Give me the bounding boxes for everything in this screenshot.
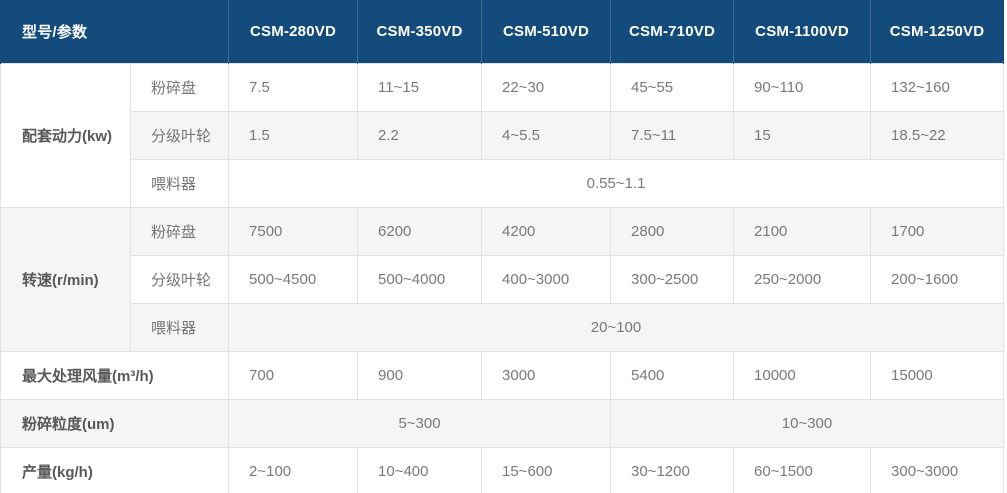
sub-label-crushing-disc: 粉碎盘 [129,207,230,256]
header-model-csm-1100vd: CSM-1100VD [733,0,872,64]
value-cell: 132~160 [870,63,1005,112]
row-power-feeder: 喂料器 0.55~1.1 [1,159,1005,208]
value-cell: 2.2 [357,111,483,160]
value-cell: 5400 [610,351,735,400]
sub-label-feeder: 喂料器 [129,159,230,208]
row-air-volume: 最大处理风量(m³/h) 700 900 3000 5400 10000 150… [0,351,1005,400]
value-cell: 18.5~22 [870,111,1005,160]
value-cell: 300~3000 [870,447,1005,493]
value-cell: 22~30 [481,63,612,112]
value-cell: 200~1600 [870,255,1005,304]
value-cell: 400~3000 [481,255,612,304]
sub-label-classifier-impeller: 分级叶轮 [129,111,230,160]
table-header-row: 型号/参数 CSM-280VD CSM-350VD CSM-510VD CSM-… [0,0,1005,64]
value-cell: 700 [228,351,359,400]
value-cell: 11~15 [357,63,483,112]
header-param-label: 型号/参数 [0,0,230,64]
row-label-output: 产量(kg/h) [0,447,230,493]
value-cell: 500~4500 [228,255,359,304]
value-cell: 2~100 [228,447,359,493]
row-power-impeller: 分级叶轮 1.5 2.2 4~5.5 7.5~11 15 18.5~22 [1,111,1005,160]
span-value-cell: 20~100 [228,303,1005,352]
value-cell: 60~1500 [733,447,872,493]
value-cell: 15000 [870,351,1005,400]
header-model-csm-350vd: CSM-350VD [357,0,483,64]
value-cell: 2800 [610,207,735,256]
row-label-particle-size: 粉碎粒度(um) [0,399,230,448]
header-model-csm-710vd: CSM-710VD [610,0,735,64]
split-value-cell-left: 5~300 [228,399,612,448]
split-value-cell-right: 10~300 [610,399,1005,448]
row-label-air-volume: 最大处理风量(m³/h) [0,351,230,400]
value-cell: 10~400 [357,447,483,493]
row-speed-impeller: 分级叶轮 500~4500 500~4000 400~3000 300~2500… [1,255,1005,304]
header-model-csm-510vd: CSM-510VD [481,0,612,64]
group-label-speed: 转速(r/min) [0,207,131,352]
value-cell: 1700 [870,207,1005,256]
value-cell: 45~55 [610,63,735,112]
header-model-csm-1250vd: CSM-1250VD [870,0,1005,64]
row-speed-disc: 转速(r/min) 粉碎盘 7500 6200 4200 2800 2100 1… [0,207,1005,352]
value-cell: 7.5~11 [610,111,735,160]
value-cell: 500~4000 [357,255,483,304]
value-cell: 7.5 [228,63,359,112]
value-cell: 30~1200 [610,447,735,493]
row-speed-feeder: 喂料器 20~100 [1,303,1005,352]
value-cell: 6200 [357,207,483,256]
value-cell: 2100 [733,207,872,256]
value-cell: 15~600 [481,447,612,493]
sub-label-classifier-impeller: 分级叶轮 [129,255,230,304]
value-cell: 4~5.5 [481,111,612,160]
value-cell: 300~2500 [610,255,735,304]
sub-label-feeder: 喂料器 [129,303,230,352]
row-power-disc: 配套动力(kw) 粉碎盘 7.5 11~15 22~30 45~55 90~11… [0,63,1005,208]
value-cell: 4200 [481,207,612,256]
group-label-power: 配套动力(kw) [0,63,131,208]
sub-label-crushing-disc: 粉碎盘 [129,63,230,112]
span-value-cell: 0.55~1.1 [228,159,1005,208]
row-output: 产量(kg/h) 2~100 10~400 15~600 30~1200 60~… [0,447,1005,493]
row-particle-size: 粉碎粒度(um) 5~300 10~300 [0,399,1005,448]
value-cell: 10000 [733,351,872,400]
value-cell: 3000 [481,351,612,400]
value-cell: 7500 [228,207,359,256]
value-cell: 1.5 [228,111,359,160]
header-model-csm-280vd: CSM-280VD [228,0,359,64]
value-cell: 900 [357,351,483,400]
value-cell: 250~2000 [733,255,872,304]
value-cell: 90~110 [733,63,872,112]
value-cell: 15 [733,111,872,160]
